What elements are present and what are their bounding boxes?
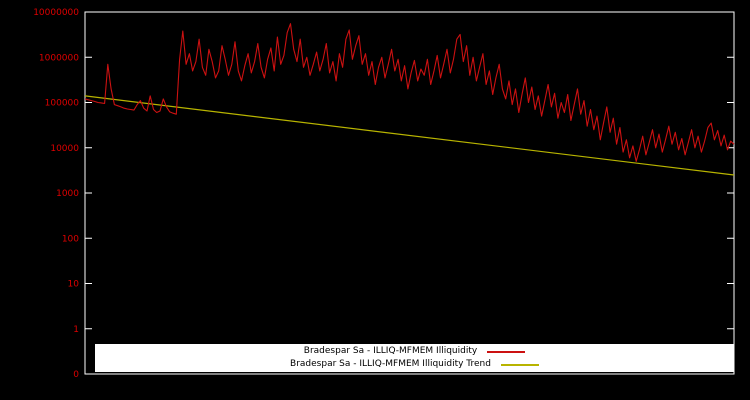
chart-legend: Bradespar Sa - ILLIQ-MFMEM Illiquidity B…	[95, 344, 734, 372]
y-tick-label: 10000	[50, 144, 79, 154]
legend-item-trend: Bradespar Sa - ILLIQ-MFMEM Illiquidity T…	[95, 358, 734, 371]
y-tick-label: 1000	[56, 189, 79, 199]
y-tick-label: 1000000	[39, 53, 79, 63]
plot-border	[84, 11, 735, 375]
y-tick-label: 1	[73, 325, 79, 335]
legend-line-sample-illiquidity	[487, 350, 526, 353]
trend-line	[84, 95, 735, 176]
legend-line-sample-trend	[500, 363, 539, 366]
legend-item-illiquidity: Bradespar Sa - ILLIQ-MFMEM Illiquidity	[95, 345, 734, 358]
y-tick-label: 0	[73, 370, 79, 380]
y-tick-label: 100000	[45, 99, 80, 109]
legend-label-illiquidity: Bradespar Sa - ILLIQ-MFMEM Illiquidity	[303, 346, 478, 356]
y-tick-label: 100	[62, 234, 79, 244]
legend-label-trend: Bradespar Sa - ILLIQ-MFMEM Illiquidity T…	[290, 359, 491, 369]
y-tick-label: 10000000	[33, 8, 79, 18]
illiquidity-series	[84, 23, 735, 162]
y-tick-label: 10	[68, 280, 80, 290]
